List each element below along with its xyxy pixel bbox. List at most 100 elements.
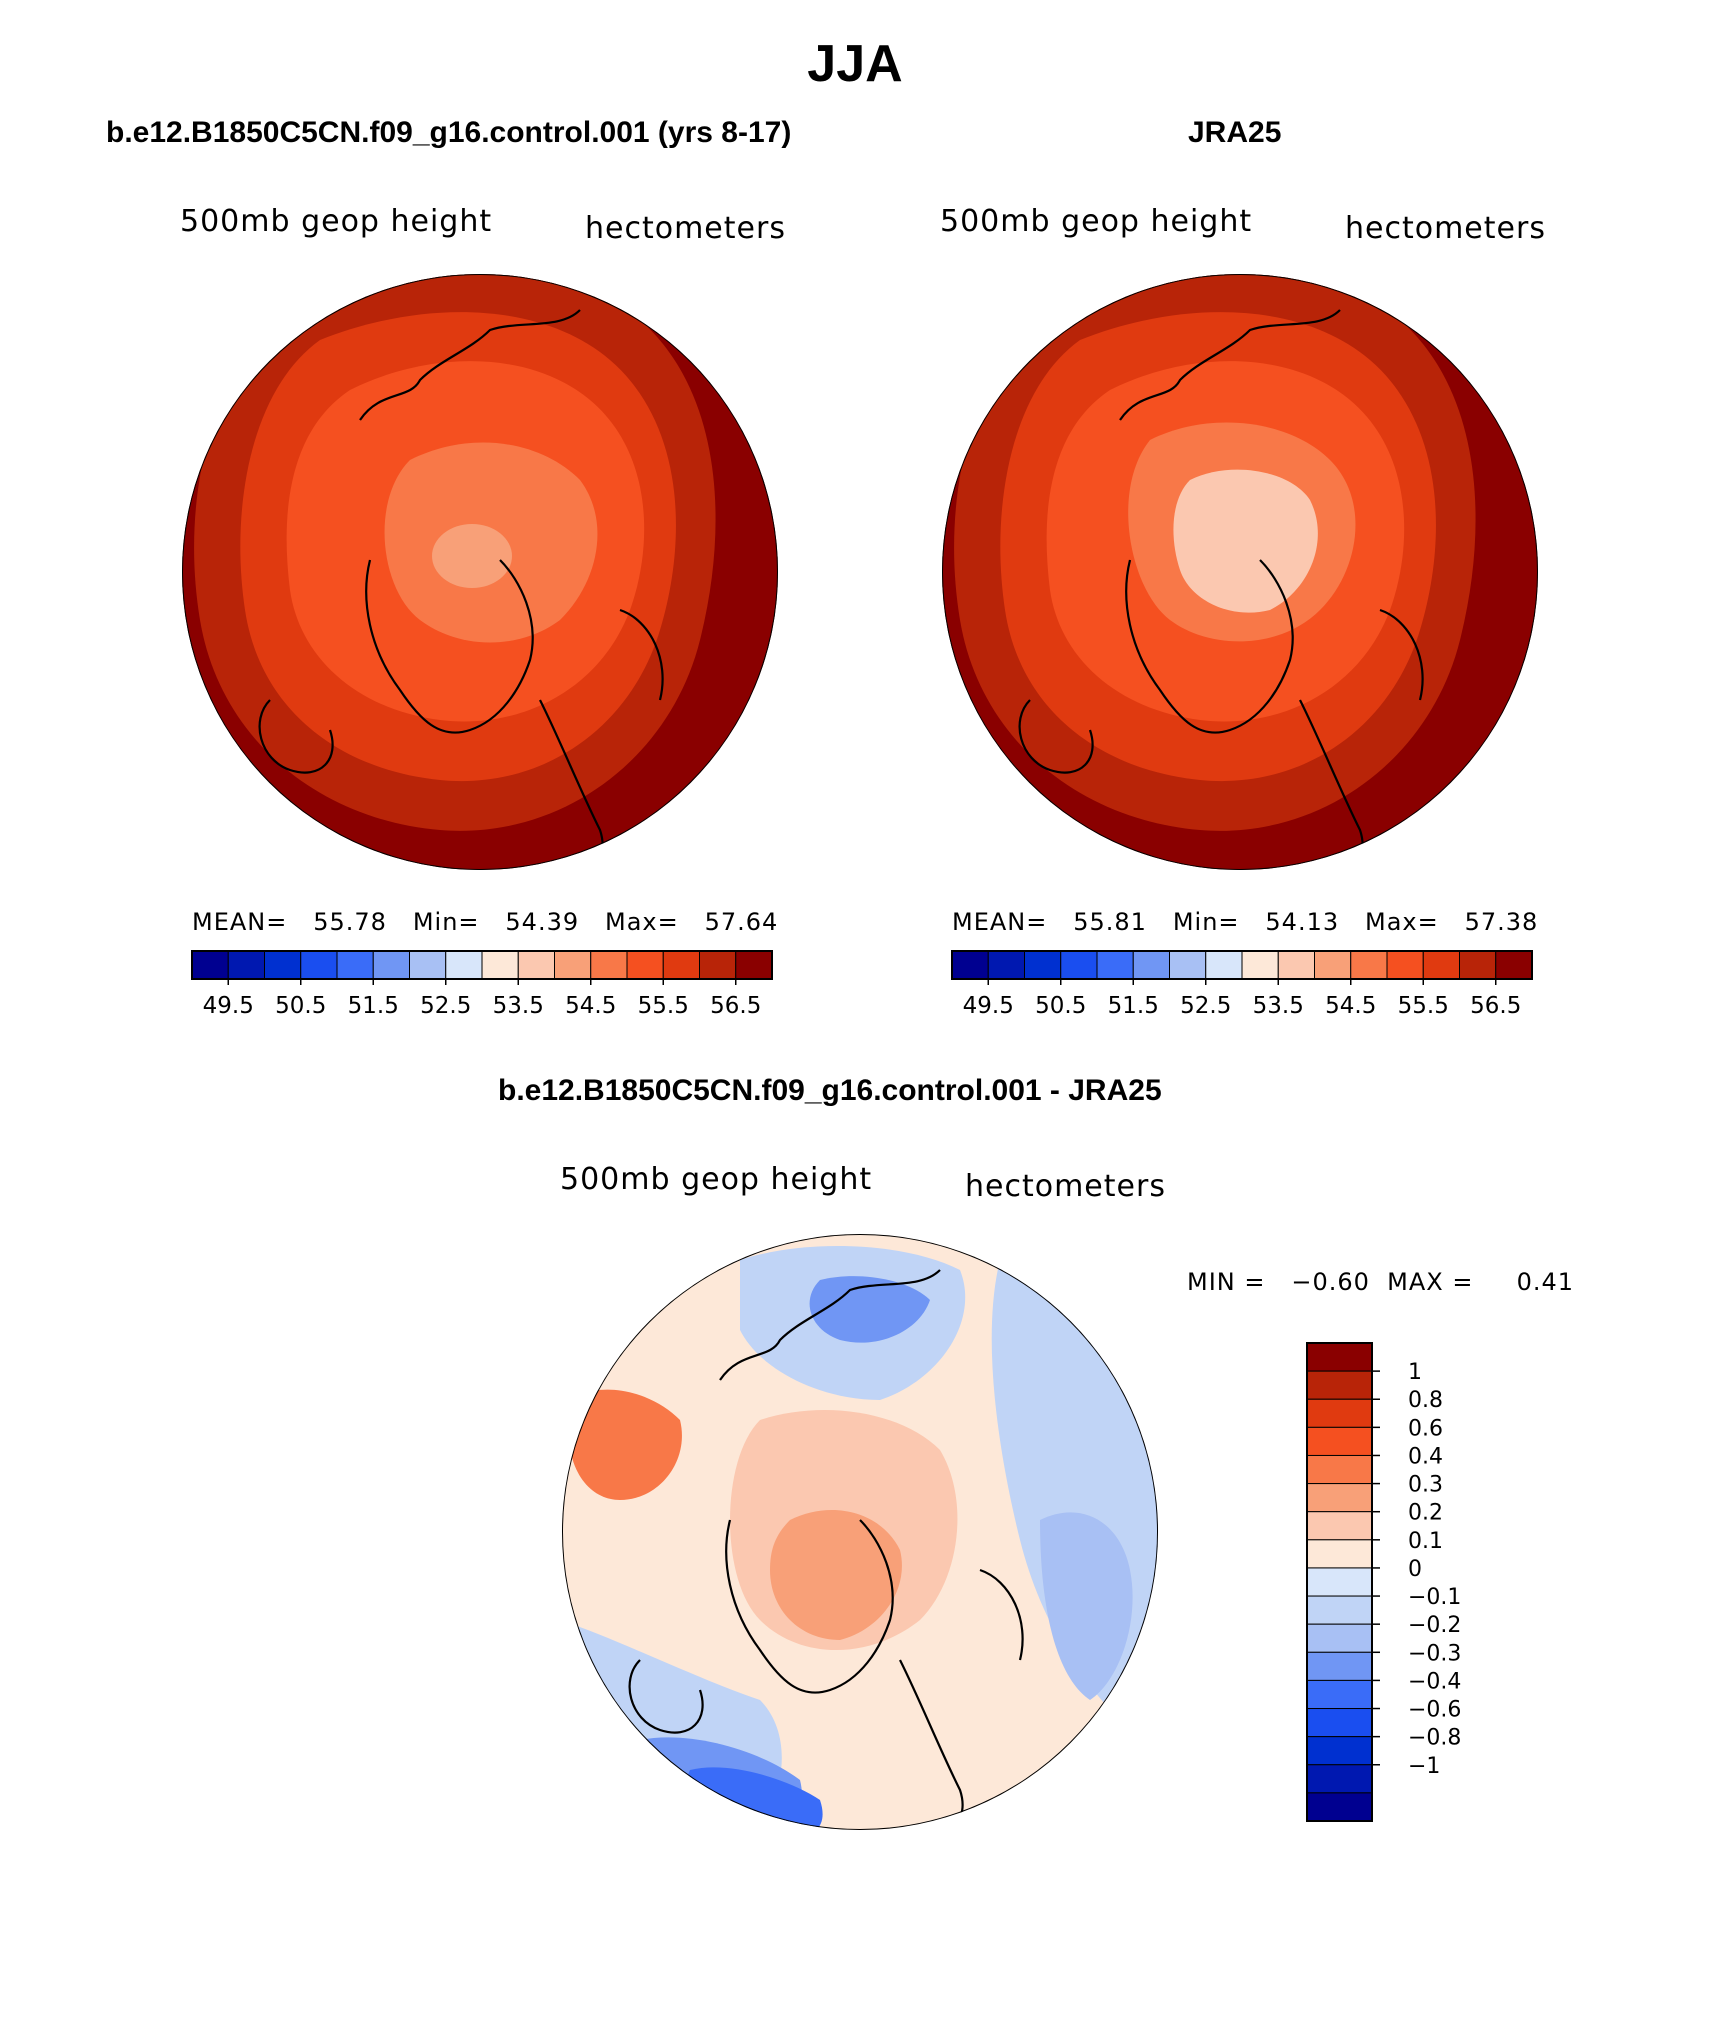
model-colorbar-swatch: [626, 950, 664, 980]
diff-band-pos3-center: [770, 1510, 902, 1640]
obs-band-545: [1173, 469, 1318, 613]
obs-colorbar-swatch: [1169, 950, 1207, 980]
model-colorbar-swatch: [554, 950, 592, 980]
obs-colorbar-frame: [951, 950, 1533, 980]
panel-obs-title: JRA25: [1188, 116, 1282, 149]
obs-colorbar-tick-label: 53.5: [1253, 993, 1304, 1019]
model-colorbar-tick-label: 55.5: [638, 993, 689, 1019]
diff-coastlines: [628, 1269, 1024, 1830]
diff-colorbar-swatch: [1306, 1398, 1373, 1428]
diff-colorbar-tick-label: −0.6: [1408, 1698, 1461, 1723]
obs-colorbar-swatch: [1314, 950, 1352, 980]
diff-colorbar-swatch: [1306, 1426, 1373, 1456]
model-colorbar-swatch: [517, 950, 555, 980]
diff-colorbar-swatch: [1306, 1567, 1373, 1597]
obs-colorbar-tick-label: 52.5: [1180, 993, 1231, 1019]
panel-obs-map: [942, 274, 1538, 870]
diff-colorbar-tick-label: 0.2: [1408, 1501, 1443, 1526]
panel-model-units-label: hectometers: [585, 211, 786, 246]
diff-colorbar-swatch: [1306, 1708, 1373, 1738]
obs-colorbar-tick-label: 51.5: [1108, 993, 1159, 1019]
model-colorbar-tick-label: 49.5: [203, 993, 254, 1019]
obs-colorbar-swatch: [1132, 950, 1170, 980]
diff-colorbar-tick-label: 0.3: [1408, 1473, 1443, 1498]
obs-colorbar-swatch: [1495, 950, 1533, 980]
diff-colorbar-swatch: [1306, 1370, 1373, 1400]
model-colorbar-swatch: [445, 950, 483, 980]
model-colorbar-frame: [191, 950, 773, 980]
model-colorbar-swatch: [590, 950, 628, 980]
panel-diff-map: [562, 1234, 1158, 1830]
panel-obs-stats: MEAN= 55.81 Min= 54.13 Max= 57.38: [952, 908, 1539, 936]
obs-colorbar-swatch: [1277, 950, 1315, 980]
panel-diff-title: b.e12.B1850C5CN.f09_g16.control.001 - JR…: [498, 1074, 1162, 1107]
model-colorbar-tick-label: 51.5: [348, 993, 399, 1019]
obs-colorbar-tick-label: 49.5: [963, 993, 1014, 1019]
diff-colorbar-swatch: [1306, 1483, 1373, 1513]
obs-colorbar-swatch: [1386, 950, 1424, 980]
model-colorbar-tick-label: 56.5: [710, 993, 761, 1019]
panel-diff-colorbar: 1 0.8 0.6 0.4 0.3 0.2 0.1 0 −0.1 −0.2 −0.3 −0.4 −0.6…: [1306, 1342, 1461, 1822]
diff-colorbar-tick-label: 0.8: [1408, 1388, 1443, 1413]
diff-colorbar-tick-label: 0.6: [1408, 1416, 1443, 1441]
model-colorbar-tick-label: 53.5: [493, 993, 544, 1019]
diff-colorbar-swatch: [1306, 1679, 1373, 1710]
diff-colorbar-swatch: [1306, 1342, 1373, 1372]
model-colorbar-swatch: [662, 950, 700, 980]
panel-obs-colorbar: 49.5 50.5 51.5 52.5 53.5 54.5 55.5 56.5: [951, 950, 1533, 1019]
diff-band-neg3-east: [1040, 1512, 1133, 1700]
obs-colorbar-swatch: [951, 950, 989, 980]
obs-coastlines: [1018, 309, 1424, 870]
panel-diff-stats: MIN = −0.60 MAX = 0.41: [1187, 1268, 1575, 1296]
diff-colorbar-swatch: [1306, 1736, 1373, 1766]
diff-colorbar-swatch: [1306, 1623, 1373, 1653]
diff-colorbar-frame: [1306, 1342, 1373, 1822]
obs-colorbar-swatch: [1422, 950, 1460, 980]
obs-colorbar-swatch: [987, 950, 1025, 980]
obs-colorbar-swatch: [1241, 950, 1279, 980]
diff-colorbar-swatch: [1306, 1764, 1373, 1794]
obs-colorbar-swatch: [1459, 950, 1497, 980]
model-colorbar-tick-label: 54.5: [565, 993, 616, 1019]
obs-colorbar-tick-label: 55.5: [1398, 993, 1449, 1019]
diff-colorbar-tick-label: 0.4: [1408, 1444, 1443, 1469]
panel-obs-variable-label: 500mb geop height: [940, 204, 1253, 239]
model-colorbar-swatch: [336, 950, 374, 980]
diff-colorbar-swatch: [1306, 1651, 1373, 1681]
obs-colorbar-swatch: [1060, 950, 1098, 980]
panel-model-colorbar: 49.5 50.5 51.5 52.5 53.5 54.5 55.5 56.5: [191, 950, 773, 1019]
model-colorbar-swatch: [481, 950, 519, 980]
diff-colorbar-swatch: [1306, 1454, 1373, 1485]
diff-colorbar-tick-label: −0.4: [1408, 1669, 1461, 1694]
panel-model-title: b.e12.B1850C5CN.f09_g16.control.001 (yrs…: [106, 116, 792, 149]
diff-colorbar-tick-label: −0.1: [1408, 1585, 1461, 1610]
figure-title: JJA: [807, 35, 903, 93]
diff-colorbar-tick-label: −0.3: [1408, 1641, 1461, 1666]
diff-colorbar-swatch: [1306, 1792, 1373, 1822]
diff-colorbar-swatch: [1306, 1511, 1373, 1541]
diff-colorbar-tick-label: −1: [1408, 1754, 1440, 1779]
obs-colorbar-swatch: [1350, 950, 1388, 980]
diff-colorbar-tick-label: 1: [1408, 1360, 1422, 1385]
diff-colorbar-tick-label: 0: [1408, 1557, 1422, 1582]
model-colorbar-swatch: [409, 950, 447, 980]
model-colorbar-swatch: [264, 950, 302, 980]
obs-colorbar-swatch: [1205, 950, 1243, 980]
model-colorbar-swatch: [699, 950, 737, 980]
panel-obs-units-label: hectometers: [1345, 211, 1546, 246]
model-colorbar-swatch: [372, 950, 410, 980]
model-colorbar-swatch: [735, 950, 773, 980]
diff-colorbar-tick-label: 0.1: [1408, 1529, 1443, 1554]
panel-model-map: [182, 274, 778, 870]
panel-diff-units-label: hectometers: [965, 1169, 1166, 1204]
model-coastlines: [258, 309, 664, 870]
panel-diff-variable-label: 500mb geop height: [560, 1162, 873, 1197]
panel-model-stats: MEAN= 55.78 Min= 54.39 Max= 57.64: [192, 908, 779, 936]
obs-colorbar-tick-label: 54.5: [1325, 993, 1376, 1019]
model-band-545: [432, 524, 512, 588]
model-colorbar-tick-label: 52.5: [420, 993, 471, 1019]
model-colorbar-swatch: [191, 950, 229, 980]
diff-colorbar-swatch: [1306, 1595, 1373, 1625]
obs-colorbar-swatch: [1096, 950, 1134, 980]
